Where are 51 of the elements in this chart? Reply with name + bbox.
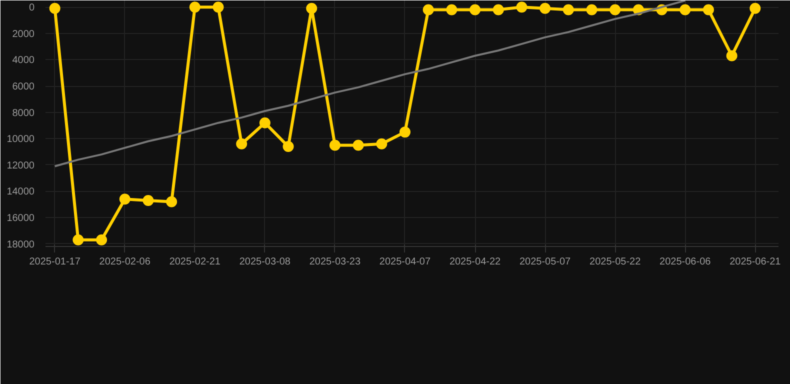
x-tick-label: 2025-05-07 bbox=[519, 256, 572, 268]
point bbox=[726, 50, 738, 62]
x-tick-label: 2025-06-06 bbox=[660, 256, 712, 268]
point bbox=[516, 2, 528, 13]
point bbox=[610, 4, 621, 16]
x-tick-label: 2025-03-08 bbox=[239, 256, 291, 268]
y-tick-label: 18000 bbox=[6, 239, 35, 250]
point bbox=[49, 2, 60, 14]
point bbox=[119, 194, 130, 205]
y-tick-label: 0 bbox=[28, 2, 35, 14]
y-tick-label: 16000 bbox=[6, 213, 35, 224]
x-tick-label: 2025-04-07 bbox=[379, 256, 432, 268]
point bbox=[446, 4, 458, 16]
point bbox=[399, 126, 410, 138]
y-tick-label: 14000 bbox=[6, 186, 35, 198]
point bbox=[492, 4, 504, 16]
y-tick-label: 4000 bbox=[12, 55, 35, 66]
point bbox=[562, 4, 574, 16]
point bbox=[306, 2, 318, 14]
point bbox=[166, 196, 178, 208]
x-tick-label: 2025-04-22 bbox=[449, 256, 502, 268]
y-tick-label: 6000 bbox=[12, 82, 35, 93]
point bbox=[72, 234, 84, 246]
point bbox=[329, 140, 340, 151]
x-tick-label: 2025-05-22 bbox=[590, 256, 642, 268]
point bbox=[702, 4, 714, 16]
y-tick-label: 2000 bbox=[12, 28, 35, 40]
point bbox=[259, 117, 270, 128]
point bbox=[142, 194, 154, 206]
point bbox=[96, 234, 108, 246]
y-tick-label: 8000 bbox=[12, 108, 35, 119]
line-series bbox=[54, 0, 686, 168]
point bbox=[470, 4, 481, 16]
x-tick-label: 2025-03-23 bbox=[309, 256, 361, 268]
y-tick-label: 12000 bbox=[6, 160, 35, 172]
point bbox=[236, 138, 248, 150]
point bbox=[750, 2, 761, 14]
point bbox=[422, 4, 434, 16]
point bbox=[352, 140, 364, 151]
point bbox=[212, 2, 224, 13]
point bbox=[586, 4, 598, 16]
x-tick-label: 2025-02-21 bbox=[169, 256, 221, 268]
point bbox=[540, 2, 551, 14]
point bbox=[189, 2, 200, 13]
point bbox=[376, 138, 388, 150]
x-tick-label: 2025-01-17 bbox=[29, 256, 81, 268]
y-tick-label: 10000 bbox=[6, 134, 35, 146]
x-tick-label: 2025-02-06 bbox=[99, 256, 151, 268]
x-tick-label: 2025-06-21 bbox=[730, 256, 782, 268]
point bbox=[680, 4, 691, 16]
point bbox=[282, 141, 294, 152]
